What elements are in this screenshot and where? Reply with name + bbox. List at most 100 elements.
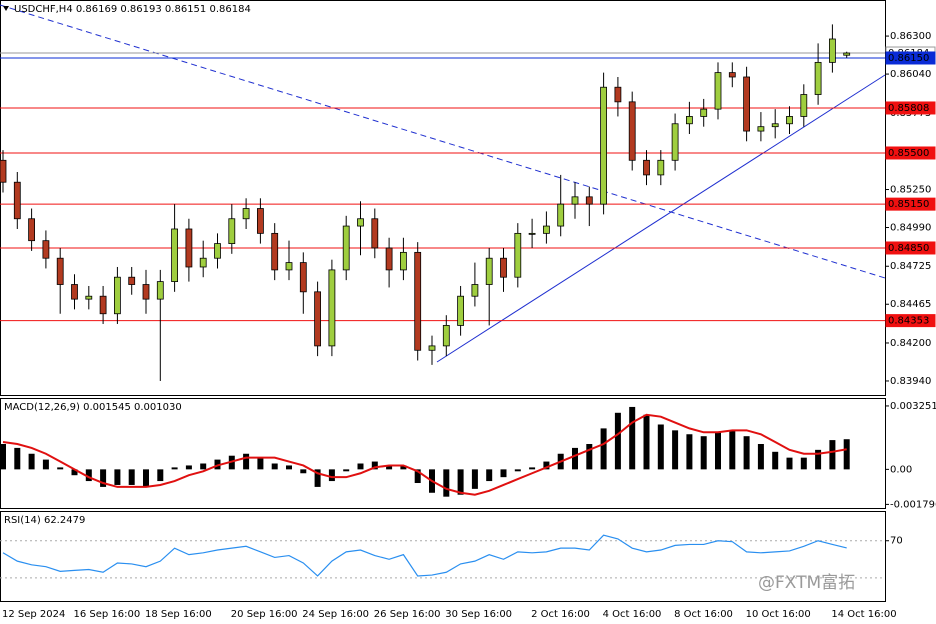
candle-body [256,208,264,234]
candle-body [0,159,7,183]
macd-bar [343,469,350,472]
candle-body [171,228,179,282]
macd-bar [643,414,650,470]
candle-body [85,295,93,300]
candle-body [13,181,21,220]
candle-body [585,196,593,205]
candle-body [829,38,836,63]
macd-bar [729,430,736,470]
candle-body [114,276,121,315]
macd-bar [328,469,335,482]
macd-bar [829,440,836,470]
macd-bar [586,444,593,470]
macd-bar [114,469,121,485]
macd-bar [71,469,78,476]
macd-bar [614,412,621,470]
candle-body [242,208,250,220]
macd-bar [457,469,464,495]
candle-body [786,116,793,125]
level-label: 0.85500 [888,148,929,159]
macd-bar [300,469,307,474]
level-label: 0.85808 [888,103,929,114]
level-label-box [885,101,936,115]
trend-line [436,74,886,363]
candle-body [199,257,207,268]
candle-body [628,101,636,161]
macd-bar [757,444,764,470]
macd-bar [85,469,92,482]
y-tick-label: 0.83940 [890,376,931,387]
y-tick-label: 0.84200 [890,338,931,349]
candle-body [342,225,350,271]
candle-body [128,276,136,285]
macd-bar [843,439,850,470]
macd-bar [414,469,421,484]
macd-bar [486,469,493,482]
level-label: 0.85150 [888,199,929,210]
macd-bar [600,428,607,470]
level-label-box [885,314,936,328]
x-tick-label: 24 Sep 16:00 [302,609,369,620]
x-tick-label: 18 Sep 16:00 [145,609,212,620]
level-label-box [885,197,936,211]
x-tick-label: 20 Sep 16:00 [231,609,298,620]
candle-body [571,196,579,205]
candle-body [743,76,750,132]
macd-bar [128,469,135,485]
candle-body [328,269,336,347]
macd-bar [529,467,536,470]
x-tick-label: 4 Oct 16:00 [603,609,662,620]
y-tick-label: 0.86040 [890,69,931,80]
candle-body [371,218,379,249]
candle-body [485,257,493,285]
candle-body [457,295,465,326]
candle-body [228,218,236,244]
macd-bar [243,453,250,470]
trend-line-dashed [0,4,886,279]
candle-body [285,262,293,271]
level-label-box [885,241,936,255]
y-tick-label: 0.84725 [890,261,931,272]
macd-bar [0,444,6,470]
candle-body [714,72,722,110]
macd-bar [386,465,393,470]
candle-body [42,240,50,259]
macd-bar [500,469,507,478]
signal-line [2,413,847,496]
macd-bar [743,436,750,470]
macd-bar [286,465,292,470]
x-tick-label: 2 Oct 16:00 [531,609,590,620]
macd-bar [185,465,192,470]
candle-body [514,232,522,278]
candle-body [543,225,550,234]
candle-body [657,159,665,176]
candle-body [728,72,736,78]
macd-bar [14,447,21,470]
macd-bar [543,461,550,470]
x-tick-label: 30 Sep 16:00 [445,609,512,620]
macd-header: MACD(12,26,9) 0.001545 0.001030 [4,402,182,413]
menu-arrow [3,6,9,11]
candle-body [357,218,364,227]
candle-body [142,284,150,300]
macd-bar [314,469,321,487]
macd-bar [143,469,149,487]
level-label: 0.84353 [888,316,929,327]
watermark: @FXTM富拓 [758,573,855,593]
macd-bar [57,467,64,470]
x-tick-label: 12 Sep 2024 [2,609,65,620]
candle-body [314,291,322,347]
macd-bar [657,424,664,470]
candle-body [757,126,765,132]
candle-body [600,86,607,205]
candle-body [271,232,279,271]
candle-body [399,251,407,271]
y-tick-label: 0.85250 [890,185,931,196]
x-tick-label: 14 Oct 16:00 [831,609,896,620]
candle-body [442,325,450,347]
macd-bar [715,432,721,470]
candle-body [557,203,565,227]
macd-bar [271,463,278,470]
